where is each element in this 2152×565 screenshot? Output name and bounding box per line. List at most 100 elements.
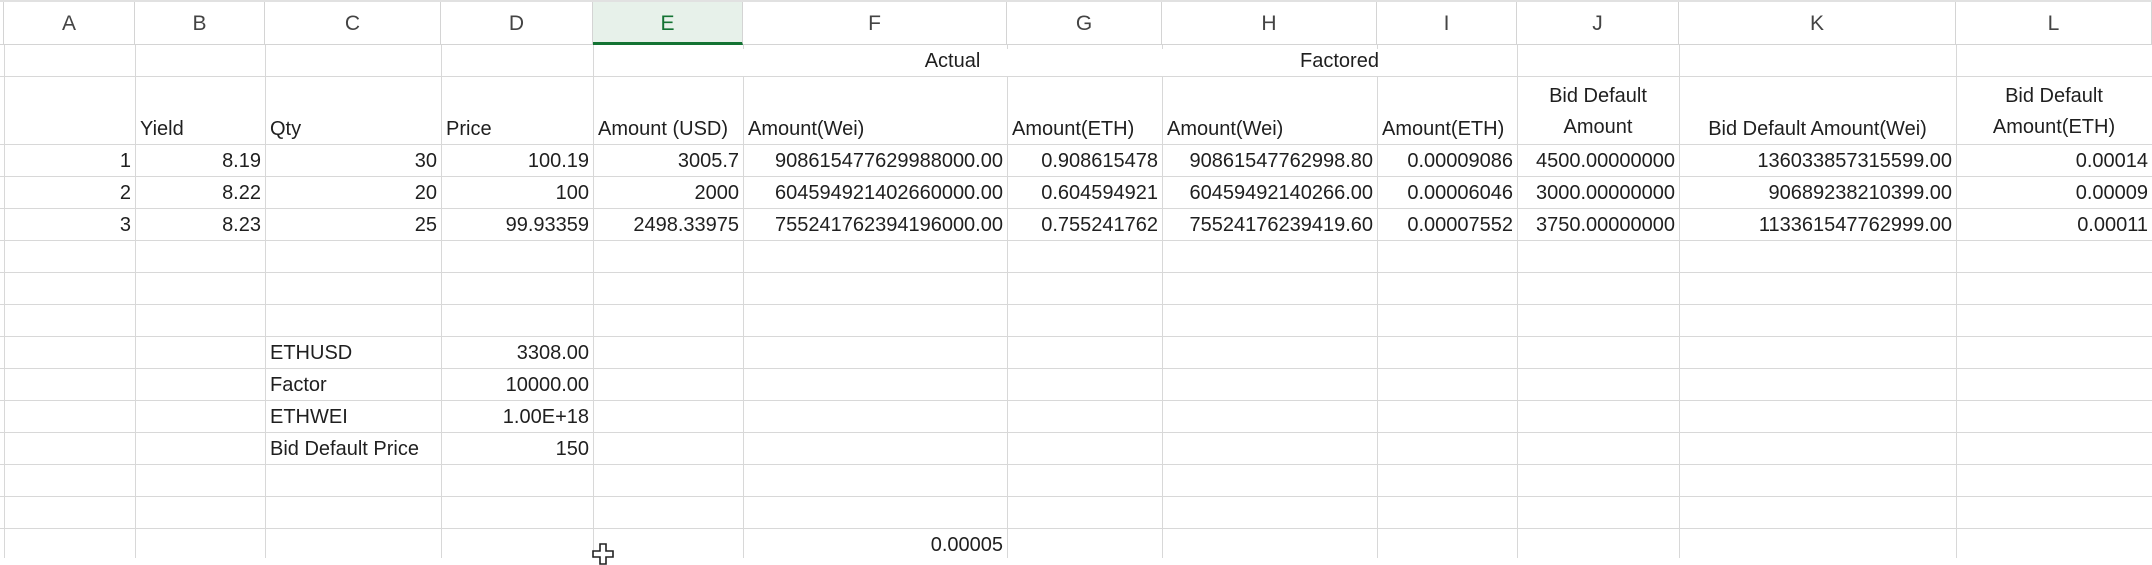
price-cell[interactable]: 100	[442, 181, 593, 207]
gridline	[0, 496, 2152, 497]
bid-default-eth-cell[interactable]: 0.00011	[1957, 213, 2152, 239]
amount-eth-cell[interactable]: 0.755241762	[1008, 213, 1162, 239]
gridline	[0, 144, 2152, 145]
select-all-corner[interactable]	[0, 2, 4, 45]
column-header-j[interactable]: J	[1517, 2, 1679, 45]
amount-usd-cell[interactable]: 2000	[594, 181, 743, 207]
param-value-factor[interactable]: 10000.00	[442, 373, 593, 399]
amount-eth-cell[interactable]: 0.604594921	[1008, 181, 1162, 207]
header-amount-wei[interactable]: Amount(Wei)	[744, 117, 1006, 143]
param-label-factor[interactable]: Factor	[266, 373, 441, 399]
param-value-ethusd[interactable]: 3308.00	[442, 341, 593, 367]
group-header-factored[interactable]: Factored	[1162, 49, 1517, 76]
result-cell[interactable]: 0.00005	[744, 533, 1007, 558]
amount-usd-cell[interactable]: 3005.7	[594, 149, 743, 175]
yield-cell[interactable]: 8.22	[136, 181, 265, 207]
price-cell[interactable]: 99.93359	[442, 213, 593, 239]
header-bid-default-amount[interactable]: Bid Default Amount	[1518, 81, 1678, 143]
gridline	[1007, 45, 1008, 558]
gridline	[0, 208, 2152, 209]
gridline	[1679, 45, 1680, 558]
bid-default-wei-cell[interactable]: 136033857315599.00	[1680, 149, 1956, 175]
header-price[interactable]: Price	[442, 117, 592, 143]
gridline	[1377, 45, 1378, 558]
gridline	[0, 528, 2152, 529]
header-amount-eth[interactable]: Amount(ETH)	[1008, 117, 1161, 143]
column-header-k[interactable]: K	[1679, 2, 1956, 45]
amount-wei-cell[interactable]: 755241762394196000.00	[744, 213, 1007, 239]
gridline	[1956, 45, 1957, 558]
header-bid-default-amount-wei[interactable]: Bid Default Amount(Wei)	[1680, 117, 1955, 143]
gridline	[743, 45, 744, 558]
factored-wei-cell[interactable]: 90861547762998.80	[1163, 149, 1377, 175]
header-yield[interactable]: Yield	[136, 117, 264, 143]
factored-eth-cell[interactable]: 0.00007552	[1378, 213, 1517, 239]
header-bid-default-amount-eth[interactable]: Bid Default Amount(ETH)	[1957, 81, 2151, 143]
gridline	[593, 45, 594, 558]
column-header-g[interactable]: G	[1007, 2, 1162, 45]
plus-cursor-icon	[592, 543, 614, 565]
gridline	[0, 240, 2152, 241]
param-value-bid-default-price[interactable]: 150	[442, 437, 593, 463]
gridline	[4, 45, 5, 558]
gridline	[441, 45, 442, 558]
column-header-i[interactable]: I	[1377, 2, 1517, 45]
bid-default-wei-cell[interactable]: 90689238210399.00	[1680, 181, 1956, 207]
column-header-f[interactable]: F	[743, 2, 1007, 45]
bid-default-amount-cell[interactable]: 3750.00000000	[1518, 213, 1679, 239]
yield-cell[interactable]: 8.23	[136, 213, 265, 239]
gridline	[1162, 45, 1163, 558]
gridline	[0, 400, 2152, 401]
factored-eth-cell[interactable]: 0.00006046	[1378, 181, 1517, 207]
factored-eth-cell[interactable]: 0.00009086	[1378, 149, 1517, 175]
amount-wei-cell[interactable]: 604594921402660000.00	[744, 181, 1007, 207]
column-header-b[interactable]: B	[135, 2, 265, 45]
gridline	[135, 45, 136, 558]
header-amount-usd[interactable]: Amount (USD)	[594, 117, 742, 143]
column-header-a[interactable]: A	[4, 2, 135, 45]
gridline	[265, 45, 266, 558]
factored-wei-cell[interactable]: 75524176239419.60	[1163, 213, 1377, 239]
row-index-cell[interactable]: 1	[5, 149, 135, 175]
qty-cell[interactable]: 30	[266, 149, 441, 175]
gridline	[0, 76, 2152, 77]
column-header-d[interactable]: D	[441, 2, 593, 45]
gridline	[0, 336, 2152, 337]
param-label-ethwei[interactable]: ETHWEI	[266, 405, 441, 431]
bid-default-eth-cell[interactable]: 0.00009	[1957, 181, 2152, 207]
row-index-cell[interactable]: 3	[5, 213, 135, 239]
param-label-ethusd[interactable]: ETHUSD	[266, 341, 441, 367]
amount-usd-cell[interactable]: 2498.33975	[594, 213, 743, 239]
column-header-e[interactable]: E	[593, 2, 743, 45]
gridline	[1517, 45, 1518, 558]
header-factored-amount-eth[interactable]: Amount(ETH)	[1378, 117, 1516, 143]
column-header-c[interactable]: C	[265, 2, 441, 45]
header-qty[interactable]: Qty	[266, 117, 440, 143]
gridline	[0, 368, 2152, 369]
column-header-h[interactable]: H	[1162, 2, 1377, 45]
gridline	[0, 272, 2152, 273]
bid-default-eth-cell[interactable]: 0.00014	[1957, 149, 2152, 175]
gridline	[0, 176, 2152, 177]
column-header-bar: A B C D E F G H I J K L	[0, 0, 2152, 45]
param-value-ethwei[interactable]: 1.00E+18	[442, 405, 593, 431]
qty-cell[interactable]: 25	[266, 213, 441, 239]
gridline	[0, 432, 2152, 433]
bid-default-amount-cell[interactable]: 4500.00000000	[1518, 149, 1679, 175]
param-label-bid-default-price[interactable]: Bid Default Price	[266, 437, 441, 463]
header-factored-amount-wei[interactable]: Amount(Wei)	[1163, 117, 1376, 143]
column-header-l[interactable]: L	[1956, 2, 2152, 45]
bid-default-amount-cell[interactable]: 3000.00000000	[1518, 181, 1679, 207]
amount-eth-cell[interactable]: 0.908615478	[1008, 149, 1162, 175]
bid-default-wei-cell[interactable]: 113361547762999.00	[1680, 213, 1956, 239]
gridline	[0, 304, 2152, 305]
yield-cell[interactable]: 8.19	[136, 149, 265, 175]
amount-wei-cell[interactable]: 908615477629988000.00	[744, 149, 1007, 175]
factored-wei-cell[interactable]: 60459492140266.00	[1163, 181, 1377, 207]
row-index-cell[interactable]: 2	[5, 181, 135, 207]
group-header-actual[interactable]: Actual	[743, 49, 1162, 76]
gridline	[0, 464, 2152, 465]
qty-cell[interactable]: 20	[266, 181, 441, 207]
price-cell[interactable]: 100.19	[442, 149, 593, 175]
